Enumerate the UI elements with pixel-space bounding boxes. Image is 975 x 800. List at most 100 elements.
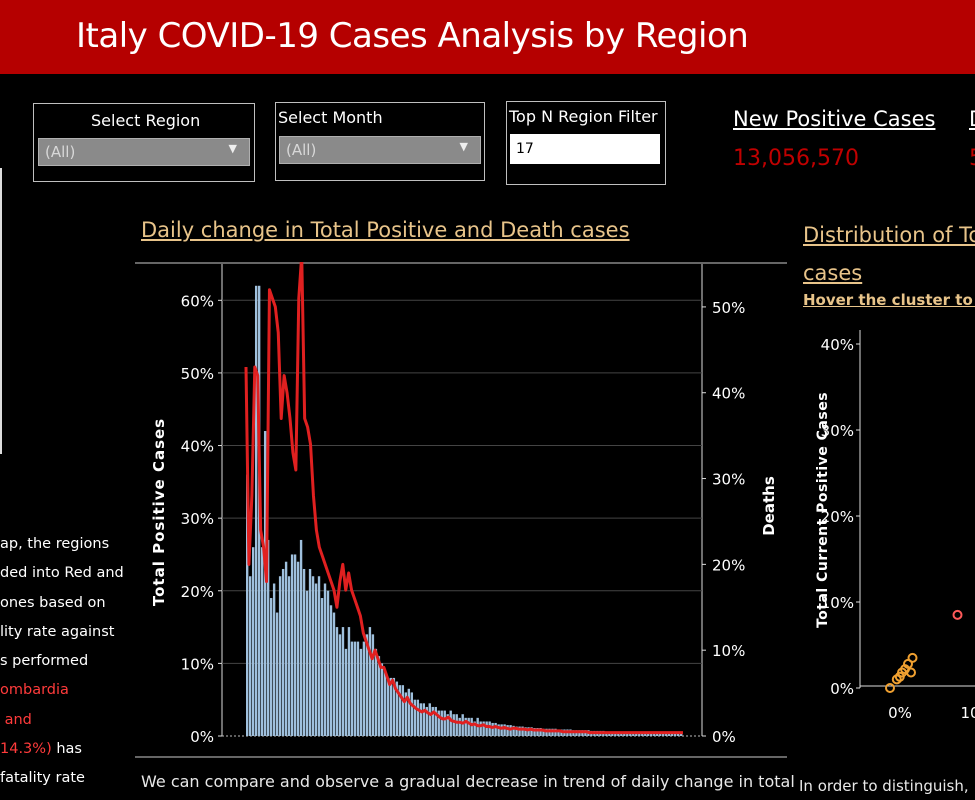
bar <box>503 724 506 736</box>
scatter-point <box>885 683 895 693</box>
y-tick-label: 40% <box>181 438 214 456</box>
bar <box>650 733 653 736</box>
bar <box>362 641 366 736</box>
bar <box>293 554 297 736</box>
main-chart-panel[interactable]: 0% 10% 20% 30% 40% 50% 60% 0% 10% 20% 30% 40% 50% Tot… <box>135 253 787 758</box>
bar <box>506 725 509 736</box>
bar <box>290 554 294 736</box>
bar <box>278 576 282 736</box>
y-tick-label: 30% <box>181 510 214 528</box>
sidebar-line: ded into Red and <box>0 565 124 582</box>
sidebar-line: 14.3%) has <box>0 735 135 764</box>
bar <box>371 634 375 736</box>
bar <box>251 547 255 736</box>
bar <box>347 627 351 736</box>
bar <box>479 721 482 736</box>
bar <box>509 725 512 736</box>
right-chart-title: Distribution of To cases <box>803 216 975 292</box>
bar <box>539 728 542 736</box>
bar <box>680 733 683 736</box>
bar <box>632 732 635 736</box>
kpi-deaths-value: 5 <box>969 146 975 171</box>
bar <box>302 568 306 736</box>
bar <box>305 590 309 736</box>
bar <box>533 728 536 736</box>
kpi-new-positive-value: 13,056,570 <box>733 146 859 171</box>
sidebar-text-fragment: has <box>51 741 82 758</box>
bar <box>659 733 662 736</box>
bar <box>452 714 455 736</box>
right-chart-title-line1: Distribution of To <box>803 223 975 247</box>
bar <box>443 710 446 736</box>
y2-axis-title: Deaths <box>760 476 778 536</box>
y-tick-label: 50% <box>181 365 214 383</box>
main-chart-svg: 0% 10% 20% 30% 40% 50% 60% 0% 10% 20% 30% 40% 50% Tot… <box>135 253 787 758</box>
y2-tick-label: 10% <box>712 642 745 660</box>
region-dropdown-value: (All) <box>45 143 76 161</box>
bar <box>254 285 258 736</box>
bar <box>458 717 461 736</box>
bar <box>260 547 264 736</box>
bar <box>272 583 276 736</box>
sidebar-line-highlight: and <box>0 711 32 728</box>
bar <box>515 726 518 736</box>
right-chart-subtitle: Hover the cluster to vi <box>803 291 975 309</box>
bar <box>425 706 428 736</box>
bar <box>335 627 339 736</box>
sidebar-line: lity rate against <box>0 623 115 640</box>
y2-tick-label: 0% <box>712 728 736 746</box>
region-filter-title: Select Region <box>91 111 201 130</box>
bar <box>407 688 411 736</box>
kpi-new-positive-label: New Positive Cases <box>733 107 936 131</box>
bar <box>473 721 476 736</box>
scatter-y-tick-label: 40% <box>821 336 854 354</box>
kpi-deaths-label: D <box>969 107 975 131</box>
bar <box>365 634 369 736</box>
sidebar-line: ap, the regions <box>0 536 110 552</box>
y-tick-label: 20% <box>181 583 214 601</box>
bar <box>467 717 470 736</box>
scatter-y-axis-title: Total Current Positive Cases <box>815 392 831 628</box>
bar <box>497 724 500 736</box>
y-tick-label: 10% <box>181 655 214 673</box>
bar <box>320 598 324 736</box>
y-tick-label: 60% <box>181 292 214 310</box>
topn-input[interactable]: 17 <box>510 134 660 164</box>
bar <box>554 728 557 736</box>
bar <box>647 733 650 736</box>
bar <box>323 583 327 736</box>
bar <box>629 732 632 736</box>
scatter-point <box>952 609 963 620</box>
bar <box>419 703 422 736</box>
bar <box>380 663 384 736</box>
sidebar-highlight-fragment: 14.3%) <box>0 741 52 758</box>
bar <box>281 568 285 736</box>
month-dropdown-value: (All) <box>286 141 317 159</box>
scatter-point <box>906 667 916 678</box>
bar <box>386 677 390 736</box>
bar <box>461 714 464 736</box>
scatter-chart-panel[interactable]: 0% 10% 20% 30% 40% 0% 10 Total Current Positive… <box>800 320 975 730</box>
bar <box>275 612 279 736</box>
month-filter-title: Select Month <box>278 108 383 127</box>
bar <box>656 733 659 736</box>
sidebar-line: s performed <box>0 653 89 670</box>
bar <box>521 726 524 736</box>
bar <box>353 641 357 736</box>
bar <box>527 727 530 736</box>
bar <box>395 681 399 736</box>
bar <box>389 677 393 736</box>
bar <box>662 733 665 736</box>
bar <box>437 710 440 736</box>
bar <box>530 727 533 736</box>
right-chart-caption: In order to distinguish, <box>799 777 969 795</box>
bar <box>548 728 551 736</box>
bar <box>413 699 417 736</box>
month-dropdown[interactable]: (All) ▼ <box>279 136 481 164</box>
region-dropdown[interactable]: (All) ▼ <box>38 138 250 166</box>
topn-filter: Top N Region Filter 17 <box>506 101 666 185</box>
bar <box>326 590 330 736</box>
sidebar-line: ones based on <box>0 594 106 611</box>
bar <box>350 641 354 736</box>
y2-tick-label: 50% <box>712 299 745 317</box>
